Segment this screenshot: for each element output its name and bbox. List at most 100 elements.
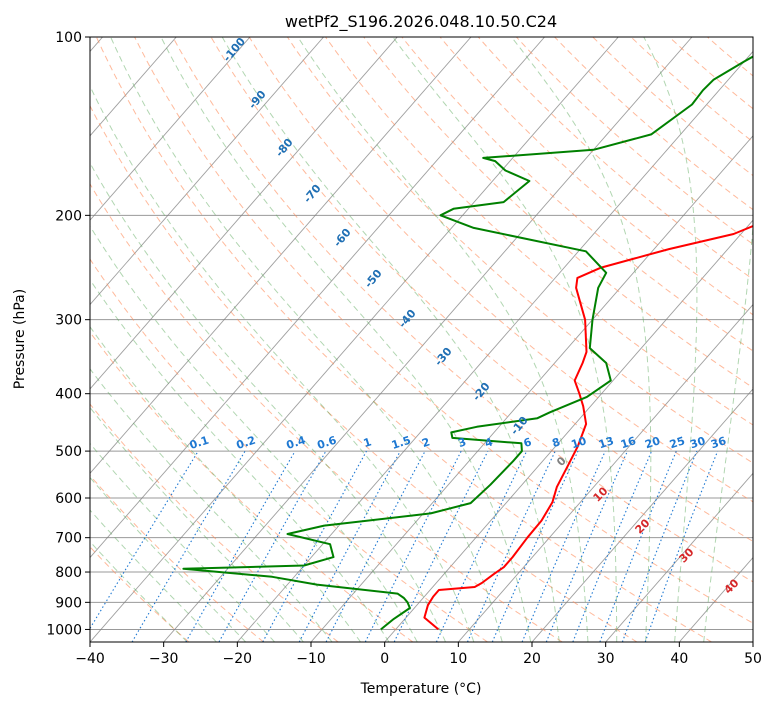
mixing-ratio-line: [599, 450, 677, 642]
isotherm-line: [457, 303, 753, 642]
x-tick-label: 0: [380, 651, 389, 667]
dry-adiabat-line: [95, 37, 712, 642]
y-tick-label: 600: [55, 491, 82, 507]
background-lines: [90, 37, 753, 642]
mixing-ratio-label: 0.1: [188, 434, 211, 452]
y-axis: 1000 900 800 700 600 500 400 300 200 100: [46, 30, 90, 638]
mixing-ratio-label: 0.4: [285, 433, 308, 451]
mixing-ratio-label: 0.2: [235, 434, 258, 452]
y-tick-label: 800: [55, 565, 82, 581]
dry-adiabat-line: [439, 37, 753, 316]
x-axis: −40 −30 −20 −10 0 10 20 30 40 50: [75, 642, 762, 667]
mixing-ratio-line: [521, 450, 606, 642]
x-tick-label: 40: [670, 651, 688, 667]
mixing-ratio-label: 4: [483, 435, 495, 450]
dry-adiabat-label: -20: [470, 380, 493, 404]
moist-adiabat-line: [90, 278, 390, 642]
mixing-ratio-line: [218, 450, 327, 642]
y-tick-label: 200: [55, 208, 82, 224]
moist-adiabat-line: [90, 476, 247, 642]
isotherm-line: [605, 472, 753, 642]
isotherm-line: [752, 641, 753, 642]
moist-adiabat-line: [160, 37, 532, 642]
mixing-ratio-label: 10: [570, 434, 589, 451]
plot-frame: [89, 36, 754, 643]
dry-adiabat-line: [90, 474, 264, 642]
mixing-ratio-label: 16: [619, 434, 638, 451]
dewpoint-profile-line: [182, 55, 753, 631]
dry-adiabat-label: -60: [331, 226, 354, 250]
mixing-ratio-line: [572, 450, 653, 642]
dry-adiabat-label: -90: [246, 88, 269, 112]
moist-adiabat-line: [90, 225, 418, 642]
mixing-ratio-label: 8: [551, 435, 562, 450]
moist-adiabat-line: [90, 368, 333, 642]
mixing-ratio-label: 2: [420, 435, 431, 450]
x-tick-label: 30: [597, 651, 615, 667]
moist-adiabat-line: [90, 442, 275, 642]
mixing-ratio-line: [545, 450, 628, 642]
mixing-ratio-label: 0.6: [316, 433, 339, 451]
y-tick-label: 1000: [46, 622, 82, 638]
mixing-ratio-line: [185, 450, 296, 642]
mixing-ratio-line: [90, 450, 199, 630]
mixing-ratio-label: 20: [643, 434, 662, 451]
moist-adiabat-line: [110, 37, 503, 642]
mixing-ratio-label: 13: [597, 434, 616, 451]
dry-adiabat-label: -70: [301, 182, 324, 206]
moist-adiabat-line: [297, 37, 589, 642]
mixing-ratio-line: [298, 450, 401, 642]
temperature-profile-line: [423, 224, 753, 631]
dry-adiabat-line: [363, 37, 753, 389]
mixing-ratio-line: [393, 450, 489, 642]
mixing-ratio-line: [644, 450, 719, 642]
y-tick-label: 300: [55, 313, 82, 329]
mixing-ratio-label: 3: [457, 435, 468, 450]
dry-adiabat-line: [401, 37, 753, 352]
dry-adiabat-line: [90, 403, 339, 642]
mixing-ratio-label: 36: [709, 434, 728, 451]
y-tick-label: 700: [55, 531, 82, 547]
isotherm-line: [310, 135, 753, 642]
dry-adiabat-line: [90, 183, 563, 642]
isotherm-line: [90, 37, 619, 642]
mixing-ratio-label: 6: [522, 435, 534, 450]
moist-adiabat-line: [392, 37, 618, 642]
dry-adiabat-line: [210, 37, 753, 542]
dry-adiabat-label: -100: [220, 35, 248, 65]
dry-adiabat-line: [90, 546, 190, 642]
isotherm-line: [678, 556, 753, 642]
mixing-ratio-label: 30: [688, 434, 707, 451]
isotherm-line: [90, 37, 472, 474]
mixing-ratio-line: [435, 450, 528, 642]
moist-adiabat-line: [221, 37, 560, 642]
dry-adiabat-line: [325, 37, 753, 426]
dry-adiabat-label: -40: [396, 307, 419, 331]
isotherm-line: [90, 37, 398, 390]
dry-adiabat-line: [286, 37, 753, 464]
moist-adiabat-label: 40: [722, 576, 742, 596]
x-tick-label: 20: [523, 651, 541, 667]
isotherm-line: [531, 388, 753, 642]
mixing-ratio-line: [262, 450, 367, 642]
x-tick-label: −40: [75, 651, 105, 667]
moist-adiabat-line: [511, 37, 652, 642]
dry-adiabat-line: [172, 37, 753, 583]
x-tick-label: 10: [449, 651, 467, 667]
mixing-ratio-label: 1.5: [390, 434, 413, 452]
x-tick-label: −20: [223, 651, 253, 667]
series-lines: [182, 55, 753, 631]
x-tick-label: 50: [744, 651, 762, 667]
dry-adiabat-line: [90, 258, 488, 642]
mixing-ratio-line: [491, 450, 579, 642]
isotherm-line: [236, 50, 753, 642]
moist-adiabat-line: [90, 406, 304, 642]
x-tick-label: −10: [296, 651, 326, 667]
moist-adiabat-line: [90, 509, 217, 642]
x-tick-label: −30: [149, 651, 179, 667]
dry-adiabat-label: -10: [508, 414, 531, 438]
isotherm-line: [163, 37, 693, 642]
moist-adiabat-line: [703, 221, 753, 642]
dry-adiabat-label: -50: [362, 267, 385, 291]
